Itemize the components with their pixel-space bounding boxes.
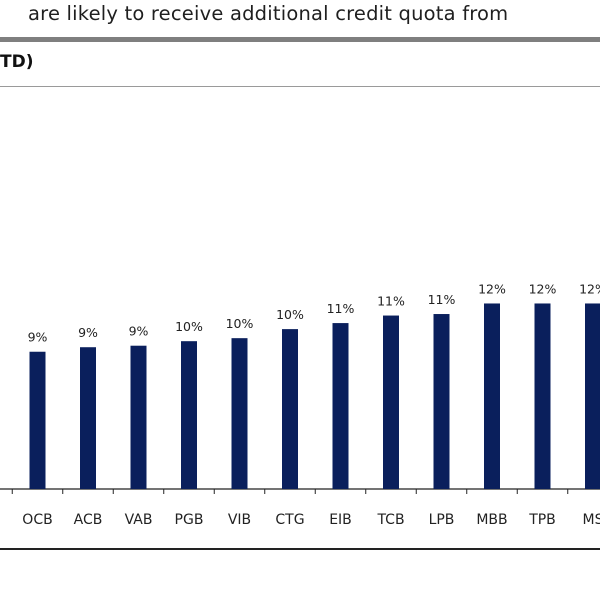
title-rule <box>0 86 600 87</box>
header-rule <box>0 37 600 42</box>
data-label-tcb: 11% <box>377 294 405 309</box>
bar-ms <box>585 303 600 489</box>
category-label-pgb: PGB <box>175 512 204 528</box>
chart-title: TD) <box>0 52 34 72</box>
category-label-ctg: CTG <box>275 512 304 528</box>
data-label-ctg: 10% <box>276 307 304 322</box>
bar-eib <box>332 323 349 489</box>
bar-ctg <box>282 329 298 489</box>
data-label-ms: 12% <box>579 281 600 296</box>
bottom-rule <box>0 548 600 550</box>
bar-tcb <box>383 315 399 489</box>
category-label-vib: VIB <box>228 512 251 528</box>
category-label-ocb: OCB <box>22 512 52 528</box>
data-label-vab: 9% <box>129 324 149 339</box>
data-label-acb: 9% <box>78 325 98 340</box>
data-label-lpb: 11% <box>428 292 456 307</box>
data-label-vib: 10% <box>226 316 254 331</box>
bar-lpb <box>433 314 450 489</box>
data-label-ocb: 9% <box>28 330 48 345</box>
data-label-mbb: 12% <box>478 281 506 296</box>
category-label-tcb: TCB <box>376 512 404 528</box>
bar-mbb <box>484 303 500 489</box>
bar-ocb <box>29 351 46 489</box>
data-label-tpb: 12% <box>529 281 557 296</box>
bar-pgb <box>181 341 197 489</box>
category-label-vab: VAB <box>125 512 153 528</box>
bar-tpb <box>534 303 551 489</box>
bar-vab <box>130 345 147 489</box>
category-label-ms: MS <box>583 512 600 528</box>
data-label-pgb: 10% <box>175 319 203 334</box>
category-label-lpb: LPB <box>429 512 455 528</box>
category-label-mbb: MBB <box>476 512 507 528</box>
bar-acb <box>80 347 96 489</box>
category-label-eib: EIB <box>329 512 352 528</box>
bar-vib <box>231 338 248 489</box>
headline: are likely to receive additional credit … <box>28 2 509 25</box>
category-label-tpb: TPB <box>528 512 556 528</box>
category-label-acb: ACB <box>74 512 103 528</box>
data-label-eib: 11% <box>327 301 355 316</box>
